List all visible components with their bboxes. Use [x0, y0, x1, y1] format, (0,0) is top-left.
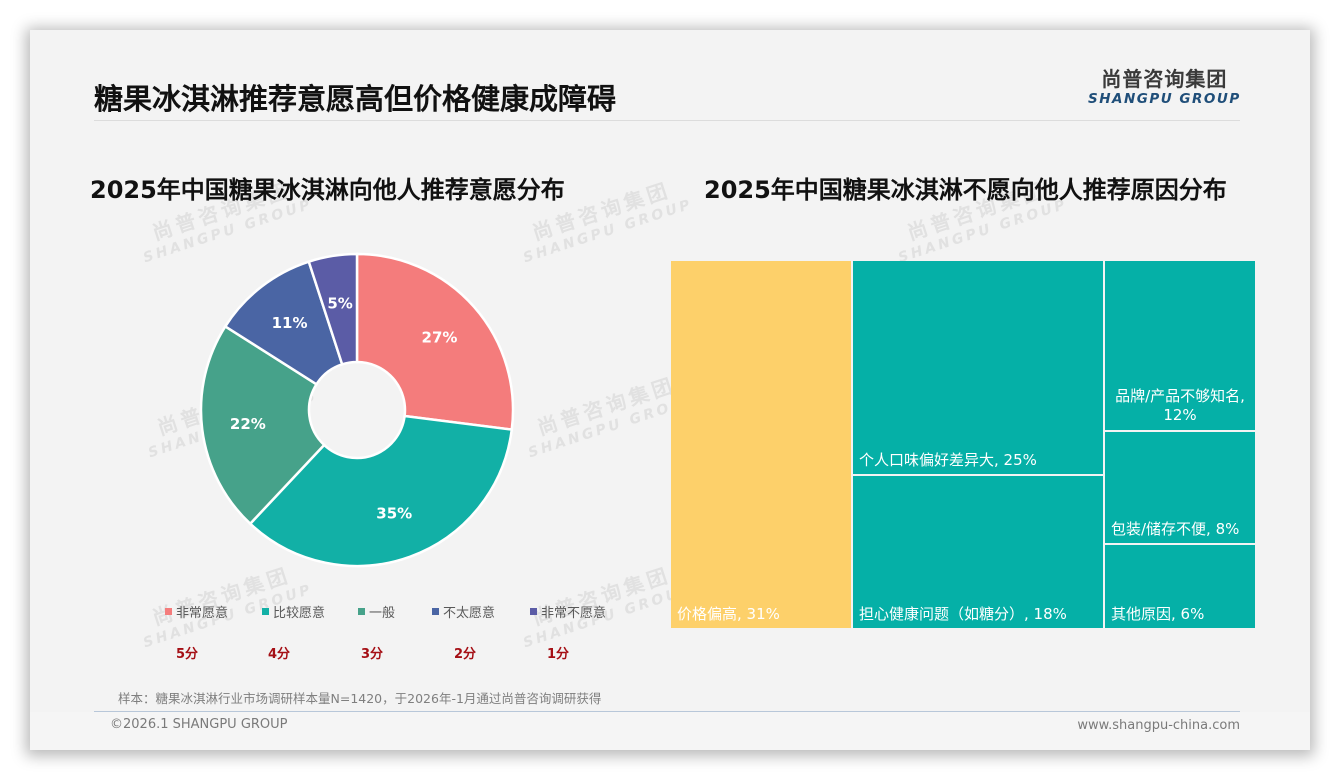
sample-note: 样本：糖果冰淇淋行业市场调研样本量N=1420，于2026年-1月通过尚普咨询调…	[118, 691, 602, 706]
treemap-tile-taste: 个人口味偏好差异大, 25%	[853, 261, 1103, 474]
donut-data-label: 35%	[376, 504, 412, 522]
legend-item-fairly-willing: 比较愿意	[262, 602, 325, 621]
treemap-tile-other: 其他原因, 6%	[1105, 545, 1255, 628]
donut-data-label: 27%	[422, 328, 458, 346]
score-label: 2分	[454, 647, 477, 662]
donut-slice	[307, 252, 359, 366]
donut-slice	[199, 324, 326, 526]
legend-swatch	[432, 608, 439, 615]
footer-divider	[94, 711, 1240, 712]
score-label: 1分	[547, 647, 570, 662]
right-chart-title: 2025年中国糖果冰淇淋不愿向他人推荐原因分布	[704, 176, 1227, 204]
treemap-tile-health: 担心健康问题（如糖分）, 18%	[853, 476, 1103, 628]
logo-en: SHANGPU GROUP	[1088, 91, 1241, 107]
donut-slice	[248, 414, 514, 568]
legend-item-very-unwilling: 非常不愿意	[530, 602, 606, 621]
slide: 尚普咨询集团 SHANGPU GROUP 尚普咨询集团 SHANGPU GROUP …	[30, 30, 1310, 750]
website-url: www.shangpu-china.com	[1077, 718, 1240, 733]
donut-data-label: 11%	[272, 314, 308, 332]
score-label: 3分	[361, 647, 384, 662]
copyright: ©2026.1 SHANGPU GROUP	[110, 717, 288, 732]
score-label: 4分	[268, 647, 291, 662]
donut-data-label: 22%	[230, 415, 266, 433]
footer-band	[30, 712, 1310, 750]
donut-slice	[223, 260, 344, 387]
legend-swatch	[262, 608, 269, 615]
page-title: 糖果冰淇淋推荐意愿高但价格健康成障碍	[94, 82, 617, 116]
logo: 尚普咨询集团 SHANGPU GROUP	[1088, 63, 1241, 107]
donut-chart: 27% 35% 22% 11% 5%	[199, 252, 515, 568]
left-chart-title: 2025年中国糖果冰淇淋向他人推荐意愿分布	[90, 176, 565, 204]
legend-swatch	[530, 608, 537, 615]
legend-swatch	[358, 608, 365, 615]
legend-item-not-very-willing: 不太愿意	[432, 602, 495, 621]
legend-swatch	[165, 608, 172, 615]
treemap-tile-price: 价格偏高, 31%	[671, 261, 851, 628]
treemap-tile-brand: 品牌/产品不够知名, 12%	[1105, 261, 1255, 430]
legend-item-neutral: 一般	[358, 602, 395, 621]
donut-slice	[355, 252, 515, 431]
donut-data-label: 5%	[327, 294, 352, 312]
logo-cn: 尚普咨询集团	[1101, 67, 1228, 91]
treemap-chart: 价格偏高, 31% 个人口味偏好差异大, 25% 担心健康问题（如糖分）, 18…	[671, 261, 1255, 628]
legend-item-very-willing: 非常愿意	[165, 602, 228, 621]
treemap-tile-packaging: 包装/储存不便, 8%	[1105, 432, 1255, 543]
pie-legend: 非常愿意 比较愿意 一般 不太愿意 非常不愿意	[30, 602, 670, 622]
title-divider	[94, 120, 1240, 121]
score-label: 5分	[176, 647, 199, 662]
